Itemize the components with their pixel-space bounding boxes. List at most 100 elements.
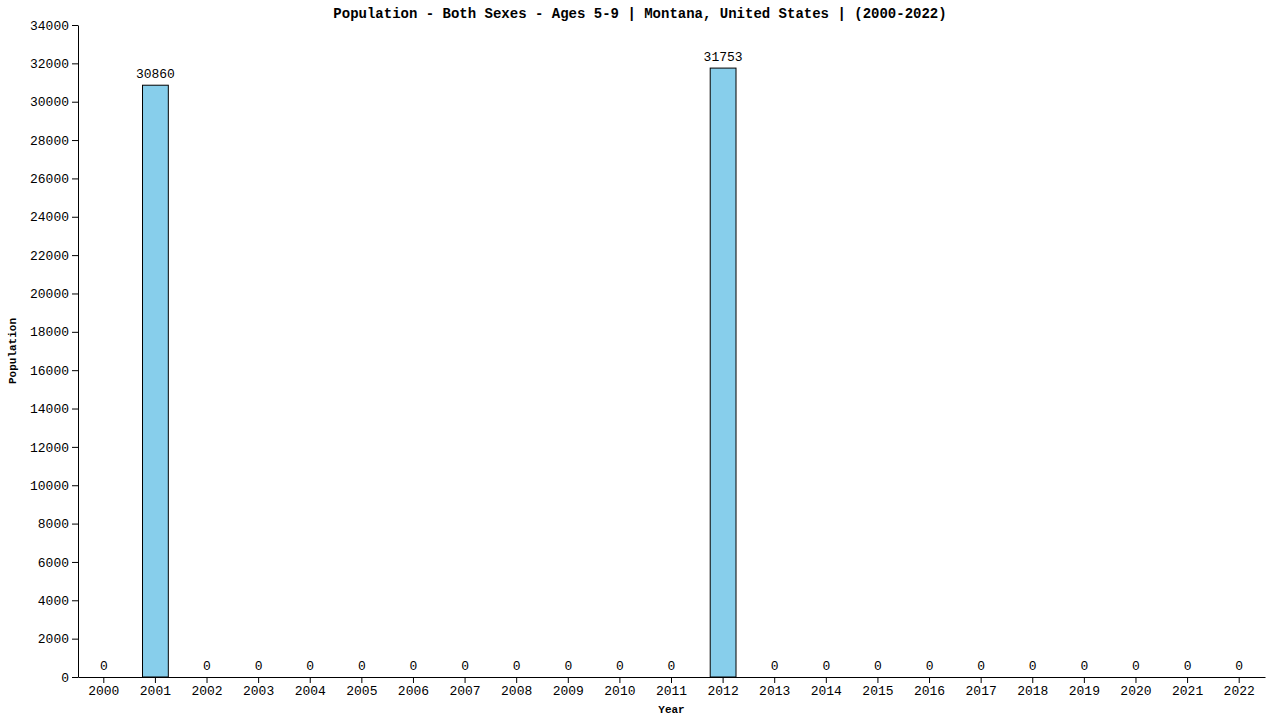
x-tick: 2015 [862, 677, 893, 699]
data-label: 0 [874, 659, 882, 674]
y-axis: 0 2000 4000 6000 8000 10000 12000 14000 16000 180… [30, 19, 79, 686]
y-tick-mark [72, 485, 78, 486]
bar [1175, 677, 1201, 678]
y-tick-label: 10000 [30, 479, 69, 494]
y-tick-label: 2000 [38, 632, 69, 647]
y-axis-line [78, 26, 79, 678]
x-tick-mark [1135, 677, 1136, 683]
x-tick-label: 2020 [1120, 684, 1151, 699]
bar [813, 677, 839, 678]
data-label: 0 [1080, 659, 1088, 674]
y-tick-mark [72, 140, 78, 141]
y-tick-label: 8000 [38, 517, 69, 532]
bar [1123, 677, 1149, 678]
x-tick: 2004 [295, 677, 326, 699]
data-label: 0 [1235, 659, 1243, 674]
x-tick: 2001 [140, 677, 171, 699]
y-tick-mark [72, 370, 78, 371]
y-tick-mark [72, 178, 78, 179]
bar [710, 68, 736, 677]
y-tick-label: 14000 [30, 402, 69, 417]
y-tick: 18000 [30, 325, 78, 340]
data-labels: 0308600000000000317530000000000 [100, 50, 1243, 674]
x-tick: 2006 [398, 677, 429, 699]
x-tick-mark [929, 677, 930, 683]
y-tick-label: 22000 [30, 249, 69, 264]
bar [143, 85, 169, 677]
x-tick-label: 2010 [604, 684, 635, 699]
x-tick-mark [877, 677, 878, 683]
data-label: 0 [255, 659, 263, 674]
x-tick-mark [568, 677, 569, 683]
y-tick: 28000 [30, 134, 78, 149]
y-tick-mark [72, 600, 78, 601]
x-tick: 2020 [1120, 677, 1151, 699]
y-tick: 8000 [38, 517, 78, 532]
bar [968, 677, 994, 678]
bar [555, 677, 581, 678]
bar [1020, 677, 1046, 678]
y-tick-mark [72, 102, 78, 103]
y-tick-mark [72, 332, 78, 333]
x-tick: 2008 [501, 677, 532, 699]
x-tick-label: 2003 [243, 684, 274, 699]
bar [452, 677, 478, 678]
x-tick: 2010 [604, 677, 635, 699]
x-tick-label: 2015 [862, 684, 893, 699]
x-tick: 2007 [449, 677, 480, 699]
y-tick-label: 6000 [38, 556, 69, 571]
bar [1071, 677, 1097, 678]
y-tick-label: 26000 [30, 172, 69, 187]
x-tick-label: 2012 [707, 684, 738, 699]
x-tick-label: 2018 [1017, 684, 1048, 699]
x-tick-mark [103, 677, 104, 683]
y-tick: 16000 [30, 364, 78, 379]
bar [607, 677, 633, 678]
x-tick-mark [413, 677, 414, 683]
x-tick: 2005 [346, 677, 377, 699]
y-tick-mark [72, 677, 78, 678]
x-tick-label: 2021 [1172, 684, 1203, 699]
x-tick: 2014 [811, 677, 842, 699]
y-tick-mark [72, 447, 78, 448]
x-tick-label: 2022 [1224, 684, 1255, 699]
x-tick-label: 2016 [914, 684, 945, 699]
data-label: 0 [1132, 659, 1140, 674]
y-tick: 12000 [30, 441, 78, 456]
y-tick: 0 [61, 671, 78, 686]
data-label: 0 [513, 659, 521, 674]
x-tick-label: 2000 [88, 684, 119, 699]
x-axis: 2000 2001 2002 2003 2004 2005 2006 2007 2008 2009… [79, 677, 1266, 699]
data-label: 0 [616, 659, 624, 674]
x-tick-mark [258, 677, 259, 683]
x-tick: 2017 [966, 677, 997, 699]
data-label: 0 [771, 659, 779, 674]
x-tick: 2019 [1069, 677, 1100, 699]
y-tick: 2000 [38, 632, 78, 647]
x-tick: 2018 [1017, 677, 1048, 699]
data-label: 0 [461, 659, 469, 674]
x-tick-label: 2013 [759, 684, 790, 699]
data-label: 30860 [136, 67, 175, 82]
y-tick-label: 30000 [30, 95, 69, 110]
data-label: 0 [100, 659, 108, 674]
x-tick-label: 2005 [346, 684, 377, 699]
y-tick-mark [72, 524, 78, 525]
y-tick-label: 20000 [30, 287, 69, 302]
x-tick: 2009 [553, 677, 584, 699]
data-label: 0 [358, 659, 366, 674]
data-label: 0 [564, 659, 572, 674]
x-tick-mark [465, 677, 466, 683]
x-tick: 2002 [191, 677, 222, 699]
x-tick-label: 2017 [966, 684, 997, 699]
y-tick-mark [72, 562, 78, 563]
y-tick-mark [72, 217, 78, 218]
x-tick: 2016 [914, 677, 945, 699]
y-tick: 32000 [30, 57, 78, 72]
y-tick: 4000 [38, 594, 78, 609]
x-tick-mark [774, 677, 775, 683]
x-tick-label: 2009 [553, 684, 584, 699]
data-label: 0 [926, 659, 934, 674]
x-tick-mark [671, 677, 672, 683]
y-tick: 14000 [30, 402, 78, 417]
